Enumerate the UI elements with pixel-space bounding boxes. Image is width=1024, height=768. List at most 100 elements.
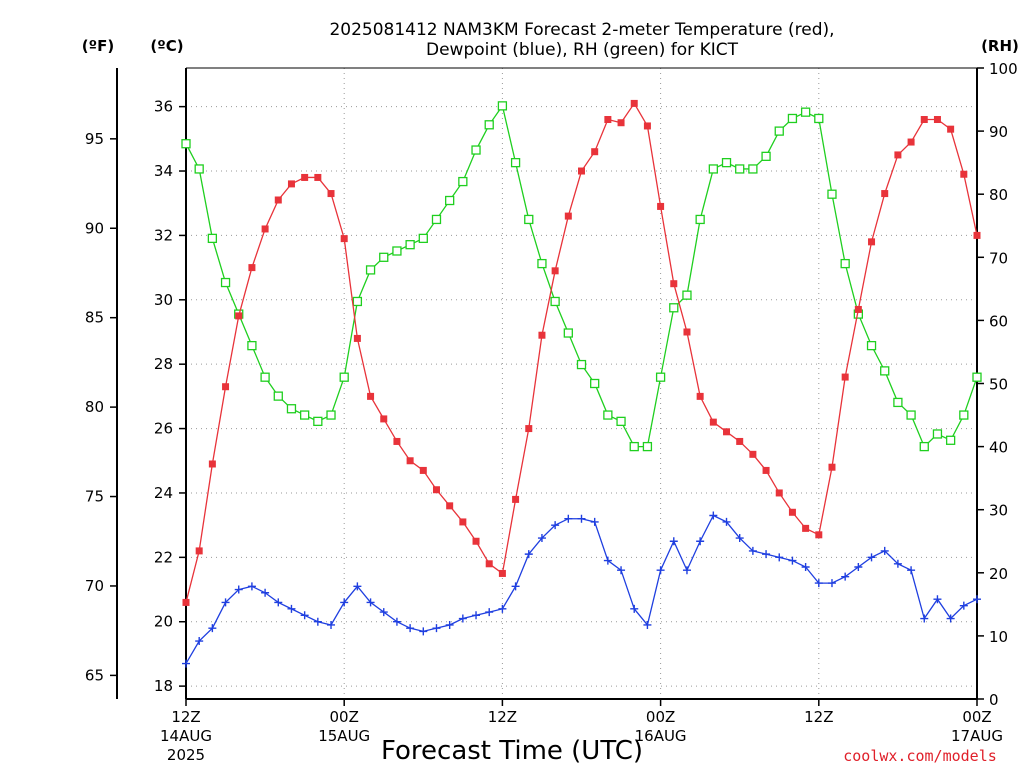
dewpoint-point bbox=[313, 617, 322, 626]
rh-point bbox=[840, 258, 850, 269]
celsius-tick-label: 32 bbox=[154, 226, 173, 244]
rh-tick-label: 100 bbox=[989, 60, 1018, 78]
fahrenheit-tick-label: 75 bbox=[85, 488, 104, 506]
rh-point bbox=[682, 290, 692, 300]
rh-point bbox=[445, 195, 455, 206]
temperature-point bbox=[907, 138, 915, 146]
x-tick-label-time: 12Z bbox=[804, 708, 833, 726]
dewpoint-point bbox=[274, 598, 283, 607]
temperature-point bbox=[314, 173, 322, 181]
temperature-point bbox=[973, 231, 981, 239]
temperature-point bbox=[868, 238, 876, 246]
dewpoint-point bbox=[195, 637, 204, 646]
celsius-unit-label: (ºC) bbox=[150, 37, 183, 55]
dewpoint-point bbox=[485, 608, 494, 617]
temperature-point bbox=[340, 235, 348, 243]
rh-point bbox=[247, 340, 257, 351]
temperature-point bbox=[367, 392, 375, 400]
temperature-point bbox=[472, 537, 480, 545]
dewpoint-point bbox=[946, 614, 955, 623]
dewpoint-point bbox=[933, 595, 942, 604]
dewpoint-point bbox=[379, 608, 388, 617]
temperature-point bbox=[498, 569, 506, 577]
rh-point bbox=[959, 410, 969, 420]
rh-point bbox=[695, 214, 705, 225]
fahrenheit-tick-label: 65 bbox=[85, 666, 104, 684]
dewpoint-point bbox=[643, 620, 652, 629]
rh-point bbox=[207, 233, 218, 244]
rh-point bbox=[669, 303, 679, 313]
dewpoint-point bbox=[537, 534, 546, 543]
x-tick-label-date: 15AUG bbox=[318, 727, 370, 745]
x-tick-label-year: 2025 bbox=[167, 746, 205, 764]
rh-point bbox=[510, 157, 521, 168]
x-tick-label-time: 00Z bbox=[646, 708, 675, 726]
rh-point bbox=[273, 391, 283, 401]
rh-point bbox=[365, 265, 376, 275]
chart-title-line2: Dewpoint (blue), RH (green) for KICT bbox=[426, 40, 739, 60]
temperature-point bbox=[736, 437, 744, 445]
temperature-point bbox=[749, 450, 757, 458]
temperature-point bbox=[841, 373, 849, 381]
dewpoint-point bbox=[854, 563, 863, 572]
temperature-point bbox=[709, 418, 717, 426]
dewpoint-point bbox=[327, 620, 336, 629]
dewpoint-point bbox=[788, 556, 797, 565]
rh-point bbox=[866, 340, 877, 351]
temperature-point bbox=[446, 502, 454, 510]
dewpoint-point bbox=[472, 611, 481, 620]
dewpoint-point bbox=[630, 604, 639, 613]
temperature-point bbox=[380, 415, 388, 423]
temperature-point bbox=[419, 466, 427, 474]
rh-point bbox=[919, 441, 929, 452]
temperature-point bbox=[195, 547, 203, 555]
rh-point bbox=[932, 429, 943, 439]
dewpoint-point bbox=[920, 614, 929, 623]
rh-point bbox=[880, 366, 890, 376]
dewpoint-point bbox=[432, 624, 441, 633]
rh-point bbox=[814, 113, 824, 124]
rh-point bbox=[524, 214, 534, 225]
temperature-point bbox=[301, 173, 309, 181]
rh-point bbox=[827, 189, 837, 199]
temperature-point bbox=[723, 428, 731, 436]
credit-label: coolwx.com/models bbox=[843, 747, 997, 765]
dewpoint-point bbox=[445, 620, 454, 629]
dewpoint-point bbox=[590, 517, 599, 526]
rh-tick-label: 60 bbox=[989, 312, 1008, 330]
temperature-point bbox=[327, 190, 335, 198]
temperature-point bbox=[670, 280, 678, 288]
rh-point bbox=[708, 164, 718, 174]
dewpoint-point bbox=[564, 514, 573, 523]
rh-point bbox=[471, 145, 481, 155]
dewpoint-point bbox=[867, 553, 876, 562]
temperature-point bbox=[208, 460, 216, 468]
dewpoint-point bbox=[577, 514, 586, 523]
rh-point bbox=[590, 378, 600, 389]
rh-point bbox=[418, 233, 428, 244]
dewpoint-point bbox=[814, 579, 823, 588]
temperature-point bbox=[960, 170, 968, 178]
celsius-tick-label: 22 bbox=[154, 548, 173, 566]
temperature-point bbox=[802, 524, 810, 532]
temperature-point bbox=[630, 99, 638, 107]
dewpoint-point bbox=[340, 598, 349, 607]
temperature-point bbox=[854, 305, 862, 313]
dewpoint-point bbox=[406, 624, 415, 633]
temperature-point bbox=[683, 328, 691, 336]
rh-point bbox=[761, 151, 771, 161]
dewpoint-point bbox=[696, 537, 705, 546]
rh-point bbox=[431, 214, 442, 225]
tick-labels: 18 20 22 24 26 28 30 32 34 36 65 70 75 80 85 90 95 0 10 20 3… bbox=[85, 60, 1018, 764]
temperature-point bbox=[406, 457, 414, 465]
temperature-point bbox=[657, 202, 665, 210]
dewpoint-point bbox=[669, 537, 678, 546]
fahrenheit-unit-label: (ºF) bbox=[82, 37, 114, 55]
x-tick-label-time: 12Z bbox=[171, 708, 200, 726]
temperature-point bbox=[261, 225, 269, 233]
temperature-point bbox=[485, 560, 493, 568]
dewpoint-point bbox=[287, 604, 296, 613]
rh-point bbox=[458, 176, 468, 187]
rh-point bbox=[392, 246, 402, 256]
